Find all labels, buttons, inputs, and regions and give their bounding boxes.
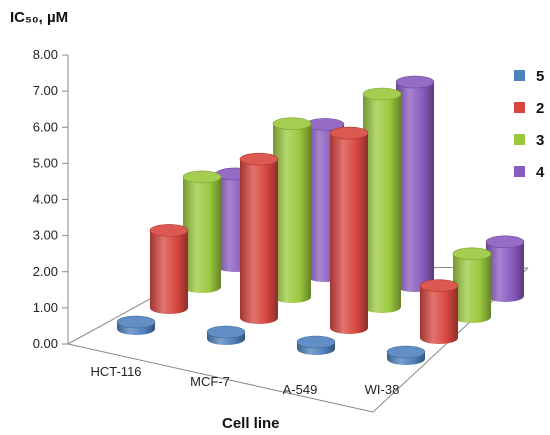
legend-item: 2 [514, 100, 544, 117]
bar-top [419, 279, 459, 292]
y-tick-labels: 0.00 1.00 2.00 3.00 4.00 5.00 6.00 7.00 8.00 [33, 47, 68, 351]
bar-top [329, 126, 369, 140]
bar-3-wi-38 [452, 247, 492, 323]
bar-body [273, 123, 311, 303]
bar-4-a-549 [395, 75, 435, 292]
bar-2-mcf-7 [239, 152, 279, 324]
bar-top [395, 75, 435, 89]
bar-top [206, 325, 246, 339]
bar-top [296, 335, 336, 349]
legend-swatch [514, 102, 525, 113]
legend-swatch [514, 166, 525, 177]
bar-3-hct-116 [182, 170, 222, 293]
bar-body [150, 230, 188, 314]
legend: 5 2 3 4 [514, 68, 545, 181]
legend-swatch [514, 70, 525, 81]
x-tick-label: MCF-7 [190, 374, 230, 389]
bar-top [272, 117, 312, 131]
bar-top [362, 87, 402, 101]
bar-body [330, 133, 368, 334]
y-tick-label: 5.00 [33, 155, 58, 170]
bar-body [486, 241, 524, 302]
floor-front-edge [67, 343, 374, 413]
legend-label: 3 [536, 132, 544, 149]
bar-top [485, 235, 525, 249]
bar-top [149, 224, 189, 237]
bar-2-a-549 [329, 126, 369, 334]
legend-item: 3 [514, 132, 544, 149]
y-tick-label: 7.00 [33, 83, 58, 98]
bar-3-a-549 [362, 87, 402, 313]
bar-5-mcf-7 [206, 325, 246, 345]
bar-4-wi-38 [485, 235, 525, 302]
bar-body [420, 285, 458, 344]
legend-label: 4 [536, 164, 545, 181]
bar-top [182, 170, 222, 184]
bar-body [363, 94, 401, 313]
legend-label: 5 [536, 68, 544, 85]
bar-5-hct-116 [116, 315, 156, 335]
bar-body [183, 176, 221, 293]
y-tick-label: 4.00 [33, 192, 58, 207]
y-tick-label: 3.00 [33, 228, 58, 243]
legend-swatch [514, 134, 525, 145]
bar-5-wi-38 [386, 345, 426, 365]
bar-2-wi-38 [419, 279, 459, 344]
bar-top [239, 152, 279, 166]
bar-3-mcf-7 [272, 117, 312, 303]
bar-5-a-549 [296, 335, 336, 355]
legend-item: 5 [514, 68, 544, 85]
x-tick-label: A-549 [283, 382, 318, 397]
x-tick-labels: HCT-116 MCF-7 A-549 WI-38 [90, 364, 399, 397]
x-tick-label: WI-38 [365, 382, 400, 397]
bar-body [453, 253, 491, 323]
bar-2-hct-116 [149, 224, 189, 314]
bars [116, 75, 525, 365]
legend-item: 4 [514, 164, 545, 181]
bar-body [240, 159, 278, 324]
y-axis-title: IC₅₀, µM [10, 9, 68, 26]
legend-label: 2 [536, 100, 544, 117]
bar-top [116, 315, 156, 329]
y-tick-label: 1.00 [33, 300, 58, 315]
x-axis-title: Cell line [222, 415, 280, 432]
bar-body [396, 82, 434, 292]
y-tick-label: 8.00 [33, 47, 58, 62]
bar-top [452, 247, 492, 261]
y-tick-label: 6.00 [33, 119, 58, 134]
y-tick-label: 2.00 [33, 264, 58, 279]
x-tick-label: HCT-116 [90, 364, 141, 379]
y-tick-label: 0.00 [33, 336, 58, 351]
bar-top [386, 345, 426, 359]
